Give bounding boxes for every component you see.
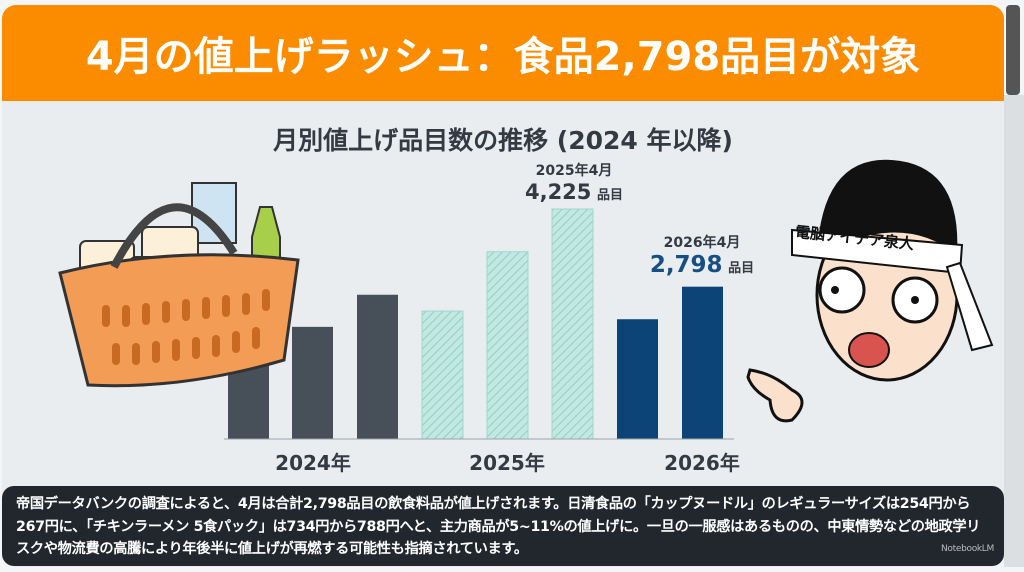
slide-title: 4月の値上げラッシュ：食品2,798品目が対象 [85, 34, 921, 80]
shopping-basket-illustration: CUP [58, 182, 300, 388]
bar-2024-c [357, 294, 398, 439]
bar-2026-a [617, 319, 658, 439]
annotation-2025-april: 2025年4月 4,225 品目 [514, 160, 634, 204]
bar-2026-b [682, 286, 723, 439]
annotation-date: 2026年4月 [663, 235, 741, 251]
bar-2025-b [486, 251, 529, 440]
annotation-date: 2025年4月 [535, 163, 613, 179]
caption-text: 帝国データバンクの調査によると、4月は合計2,798品目の飲食料品が値上げされま… [16, 496, 981, 557]
bar-2024-b [292, 326, 333, 439]
group-label-2024: 2024年 [275, 451, 351, 475]
annotation-unit: 品目 [597, 188, 624, 203]
slide: 4月の値上げラッシュ：食品2,798品目が対象 月別値上げ品目数の推移 (202… [2, 5, 1004, 567]
character-illustration [746, 159, 994, 423]
annotation-value: 2,798 [649, 252, 723, 278]
group-label-2025: 2025年 [469, 451, 545, 475]
bar-2025-a [421, 310, 464, 440]
caption-box: 帝国データバンクの調査によると、4月は合計2,798品目の飲食料品が値上げされま… [2, 486, 1004, 566]
annotation-value: 4,225 [524, 180, 592, 204]
notebooklm-watermark: NotebookLM [940, 543, 994, 554]
annotation-unit: 品目 [728, 261, 755, 276]
bar-chart: CUP [58, 159, 994, 440]
side-strip [1004, 95, 1024, 567]
chart-title: 月別値上げ品目数の推移 (2024 年以降) [273, 126, 733, 155]
title-banner: 4月の値上げラッシュ：食品2,798品目が対象 [2, 5, 1004, 101]
group-label-2026: 2026年 [664, 451, 740, 475]
scrollbar[interactable] [1006, 5, 1020, 95]
bar-2025-c [551, 208, 594, 440]
annotation-2026-april: 2026年4月 2,798 品目 [642, 232, 762, 278]
